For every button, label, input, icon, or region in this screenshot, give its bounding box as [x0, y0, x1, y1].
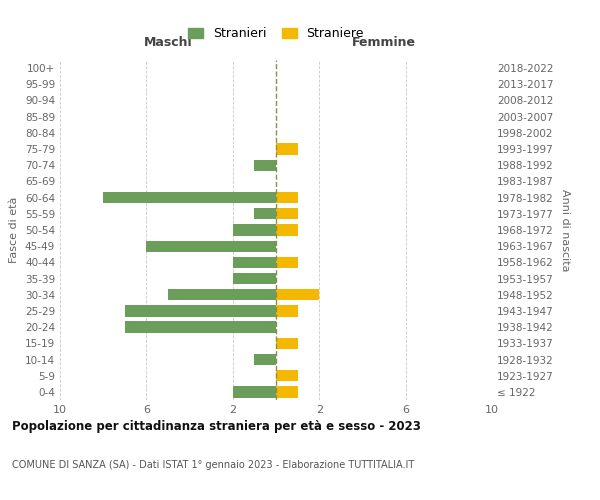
Bar: [254, 208, 276, 220]
Bar: [276, 144, 298, 154]
Y-axis label: Anni di nascita: Anni di nascita: [560, 188, 570, 271]
Bar: [125, 306, 276, 316]
Bar: [276, 338, 298, 349]
Text: Maschi: Maschi: [143, 36, 193, 49]
Bar: [103, 192, 276, 203]
Bar: [233, 386, 276, 398]
Bar: [254, 160, 276, 171]
Bar: [276, 306, 298, 316]
Bar: [146, 240, 276, 252]
Legend: Stranieri, Straniere: Stranieri, Straniere: [183, 22, 369, 45]
Bar: [276, 386, 298, 398]
Bar: [168, 289, 276, 300]
Text: COMUNE DI SANZA (SA) - Dati ISTAT 1° gennaio 2023 - Elaborazione TUTTITALIA.IT: COMUNE DI SANZA (SA) - Dati ISTAT 1° gen…: [12, 460, 414, 470]
Bar: [125, 322, 276, 333]
Bar: [233, 256, 276, 268]
Bar: [233, 273, 276, 284]
Y-axis label: Fasce di età: Fasce di età: [10, 197, 19, 263]
Bar: [233, 224, 276, 235]
Text: Femmine: Femmine: [352, 36, 416, 49]
Bar: [276, 208, 298, 220]
Bar: [254, 354, 276, 365]
Bar: [276, 224, 298, 235]
Bar: [276, 289, 319, 300]
Text: Popolazione per cittadinanza straniera per età e sesso - 2023: Popolazione per cittadinanza straniera p…: [12, 420, 421, 433]
Bar: [276, 370, 298, 382]
Bar: [276, 256, 298, 268]
Bar: [276, 192, 298, 203]
